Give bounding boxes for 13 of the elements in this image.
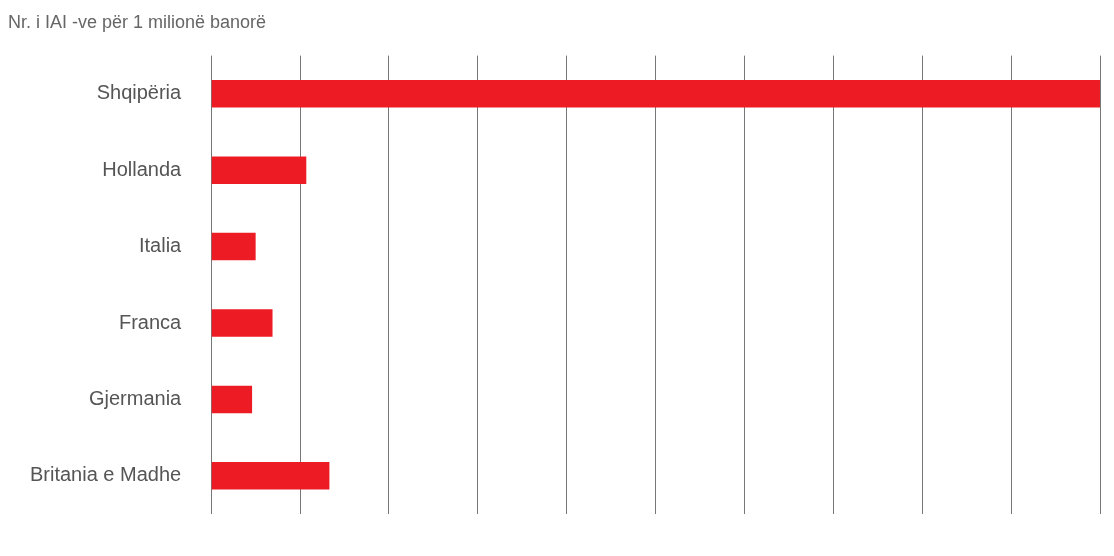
y-tick-label: Italia: [138, 234, 183, 257]
bar: [211, 462, 330, 490]
y-tick-label: Gjermania: [88, 386, 183, 409]
y-tick-label: Britania e Madhe: [30, 463, 182, 486]
y-tick-label: Shqipëria: [96, 81, 183, 104]
bar: [211, 232, 256, 261]
bar: [211, 80, 1100, 108]
chart-title: Nr. i IAI -ve për 1 milionë banorë: [8, 11, 267, 32]
bar: [211, 385, 253, 414]
y-tick-label: Franca: [118, 310, 183, 333]
bar: [211, 156, 307, 184]
y-tick-label: Hollanda: [102, 157, 183, 180]
bar: [211, 309, 273, 337]
